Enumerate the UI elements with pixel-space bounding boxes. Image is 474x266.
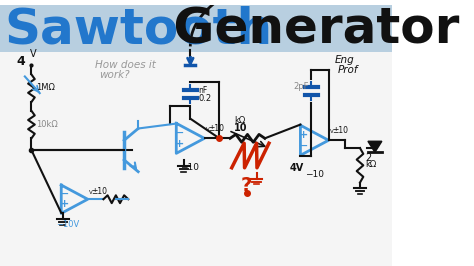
Text: −: −: [60, 189, 69, 199]
Polygon shape: [368, 141, 382, 152]
Text: ±10: ±10: [333, 126, 349, 135]
Text: V: V: [89, 190, 92, 195]
Bar: [0, 52, 392, 266]
Text: +: +: [299, 130, 309, 140]
Text: 2pF: 2pF: [293, 82, 309, 91]
Text: V: V: [206, 127, 210, 132]
Text: How does it: How does it: [95, 60, 156, 70]
Text: ±10: ±10: [209, 124, 225, 133]
Text: nF: nF: [199, 86, 208, 95]
Text: Prof: Prof: [337, 65, 358, 74]
Text: Eng: Eng: [335, 55, 355, 65]
Text: −10: −10: [181, 163, 200, 172]
Bar: [0, 5, 392, 52]
Text: 1MΩ: 1MΩ: [36, 83, 55, 92]
Text: 10: 10: [234, 123, 248, 132]
Text: −: −: [299, 141, 309, 151]
Text: 4: 4: [16, 55, 25, 68]
Text: −: −: [175, 128, 184, 138]
Text: −10V: −10V: [56, 220, 80, 229]
Text: 10kΩ: 10kΩ: [36, 120, 58, 129]
Text: −10: −10: [305, 170, 324, 179]
Text: work?: work?: [100, 70, 130, 80]
Text: Generator: Generator: [155, 5, 459, 53]
Text: ?: ?: [241, 176, 252, 195]
Text: V: V: [330, 129, 334, 134]
Text: +: +: [60, 199, 69, 209]
Text: 0.2: 0.2: [199, 94, 212, 103]
Text: V: V: [30, 49, 36, 59]
Text: ±10: ±10: [91, 187, 107, 196]
Text: kΩ: kΩ: [365, 160, 376, 169]
Text: 4V: 4V: [290, 163, 304, 173]
Text: +: +: [175, 139, 184, 149]
Text: Sawtooth: Sawtooth: [4, 5, 272, 53]
Text: kΩ: kΩ: [234, 116, 246, 125]
Text: 2: 2: [365, 153, 371, 163]
